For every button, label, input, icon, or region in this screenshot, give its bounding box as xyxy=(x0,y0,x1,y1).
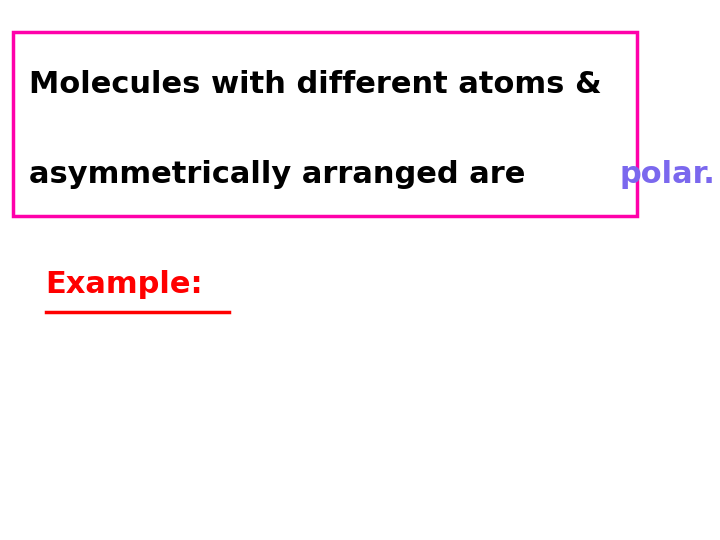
FancyBboxPatch shape xyxy=(13,32,637,216)
Text: asymmetrically arranged are: asymmetrically arranged are xyxy=(30,160,536,189)
Text: Example:: Example: xyxy=(45,270,203,299)
Text: polar.: polar. xyxy=(620,160,716,189)
Text: Molecules with different atoms &: Molecules with different atoms & xyxy=(30,70,602,99)
